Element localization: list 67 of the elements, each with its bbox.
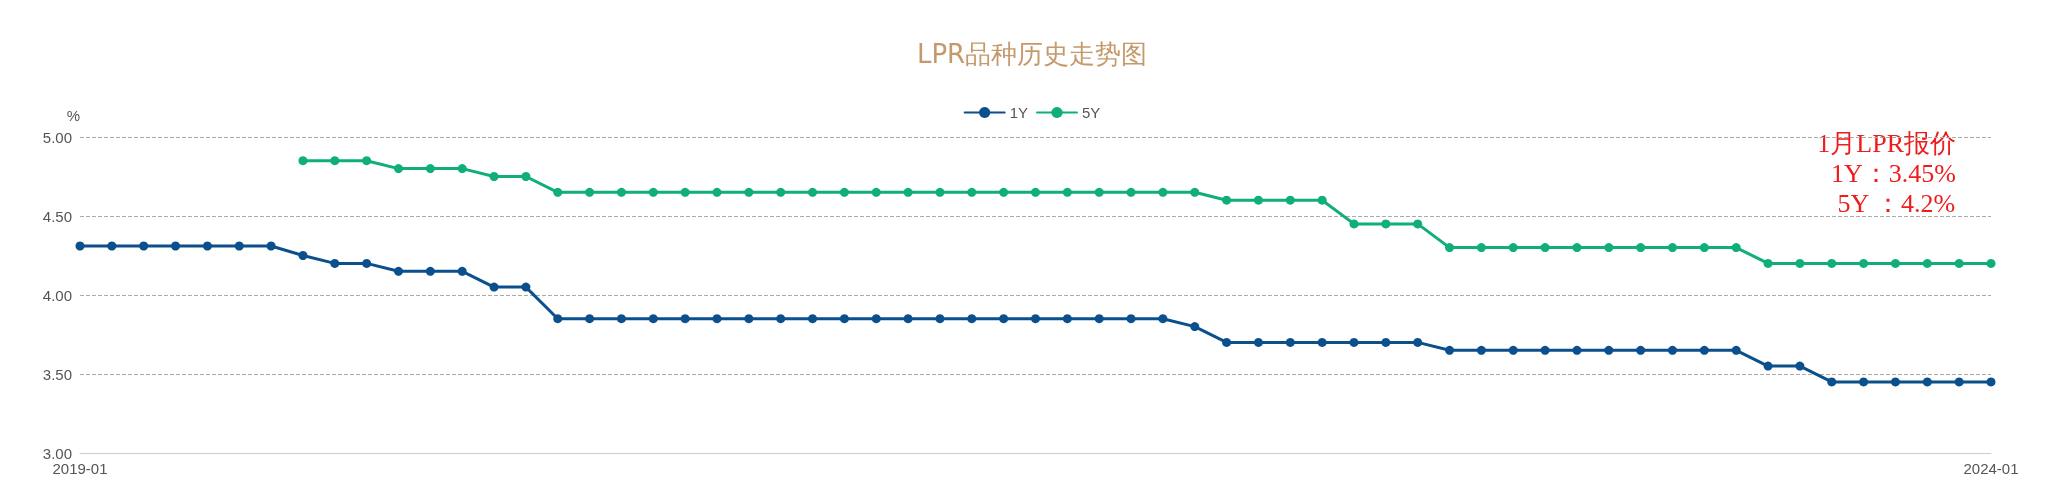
point xyxy=(1508,243,1518,253)
x-tick-label: 2024-01 xyxy=(1963,460,2019,477)
point xyxy=(808,187,818,197)
point xyxy=(839,187,849,197)
y-axis-title: % xyxy=(66,107,80,124)
point xyxy=(1859,258,1869,268)
point xyxy=(1476,243,1486,253)
point xyxy=(489,172,499,181)
annotation: 5Y ：4.2% xyxy=(1837,188,1956,218)
x-tick-label: 2019-01 xyxy=(52,460,108,477)
point xyxy=(648,187,658,197)
y-tick-label: 5.00 xyxy=(42,128,72,146)
point xyxy=(1699,243,1709,253)
point xyxy=(1349,219,1359,229)
point xyxy=(1190,187,1200,197)
point xyxy=(1062,187,1072,197)
point xyxy=(553,187,563,197)
point xyxy=(1126,187,1136,197)
point xyxy=(457,164,467,174)
point xyxy=(298,156,308,166)
y-tick-label: 3.50 xyxy=(42,365,72,383)
point xyxy=(1986,258,1996,268)
chart-title: LPR品种历史走势图 xyxy=(916,39,1148,69)
point xyxy=(776,187,786,197)
point xyxy=(1922,258,1932,268)
point xyxy=(999,187,1009,197)
point xyxy=(1253,195,1263,205)
point xyxy=(1445,243,1455,253)
point xyxy=(1763,258,1773,268)
point xyxy=(616,187,626,197)
point xyxy=(1540,243,1550,253)
point xyxy=(1285,195,1295,205)
point xyxy=(903,187,913,197)
point xyxy=(680,187,690,197)
point xyxy=(585,187,595,197)
point xyxy=(1381,219,1391,229)
y-tick-label: 4.00 xyxy=(42,286,72,304)
point xyxy=(744,187,754,197)
point xyxy=(1890,258,1900,268)
point xyxy=(394,164,403,174)
point xyxy=(967,187,977,197)
y-tick-label: 4.50 xyxy=(42,207,72,225)
point xyxy=(1827,258,1837,268)
point xyxy=(1668,243,1677,253)
legend-label: 5Y xyxy=(1082,104,1101,121)
point xyxy=(1572,243,1582,253)
point xyxy=(330,156,340,166)
y-tick-label: 3.00 xyxy=(42,444,72,462)
point xyxy=(1413,219,1423,229)
point xyxy=(425,164,435,174)
point xyxy=(1954,258,1964,268)
point xyxy=(871,187,881,197)
point xyxy=(1795,258,1805,268)
point xyxy=(712,187,722,197)
point xyxy=(935,187,945,197)
point xyxy=(1031,187,1040,197)
point xyxy=(1158,187,1168,197)
point xyxy=(1317,195,1327,205)
point xyxy=(1731,243,1741,253)
point xyxy=(1636,243,1646,253)
legend-label: 1Y xyxy=(1009,104,1029,121)
point xyxy=(1604,243,1614,253)
point xyxy=(1094,187,1104,197)
point xyxy=(521,172,531,181)
point xyxy=(362,156,372,166)
annotation: 1Y：3.45% xyxy=(1831,158,1956,188)
point xyxy=(1222,195,1232,205)
